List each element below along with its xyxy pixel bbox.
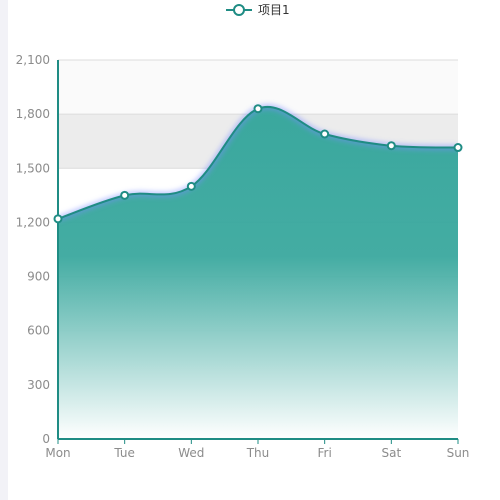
circle-line-legend-icon xyxy=(226,4,252,16)
left-edge-strip xyxy=(0,0,8,500)
data-point-wed[interactable] xyxy=(186,181,196,191)
data-point-thu[interactable] xyxy=(253,104,263,114)
data-point-mon[interactable] xyxy=(53,214,63,224)
legend-label: 项目1 xyxy=(258,3,290,17)
x-tick-label: Sat xyxy=(381,446,401,460)
x-tick-label: Thu xyxy=(246,446,270,460)
x-tick-label: Mon xyxy=(45,446,70,460)
data-point-sun[interactable] xyxy=(453,143,463,153)
data-point-sat[interactable] xyxy=(386,141,396,151)
area-fill xyxy=(58,106,458,440)
x-axis-ticks: Mon Tue Wed Thu Fri Sat Sun xyxy=(45,446,469,460)
data-point-fri[interactable] xyxy=(320,129,330,139)
y-axis-ticks: 0 300 600 900 1,200 1,500 1,800 2,100 xyxy=(16,53,50,446)
y-tick-label: 1,200 xyxy=(16,215,50,229)
x-tick-label: Sun xyxy=(447,446,470,460)
x-tick-label: Tue xyxy=(113,446,135,460)
data-points-layer xyxy=(53,104,463,224)
area-fill-layer xyxy=(58,106,458,440)
y-tick-label: 2,100 xyxy=(16,53,50,67)
y-tick-label: 0 xyxy=(42,432,50,446)
y-tick-label: 900 xyxy=(27,270,50,284)
x-tick-label: Fri xyxy=(318,446,332,460)
x-tick-label: Wed xyxy=(178,446,204,460)
y-tick-label: 1,500 xyxy=(16,161,50,175)
y-tick-label: 300 xyxy=(27,378,50,392)
y-tick-label: 1,800 xyxy=(16,107,50,121)
y-tick-label: 600 xyxy=(27,324,50,338)
axes xyxy=(57,60,459,444)
data-point-tue[interactable] xyxy=(120,190,130,200)
legend[interactable]: 项目1 xyxy=(226,1,290,19)
